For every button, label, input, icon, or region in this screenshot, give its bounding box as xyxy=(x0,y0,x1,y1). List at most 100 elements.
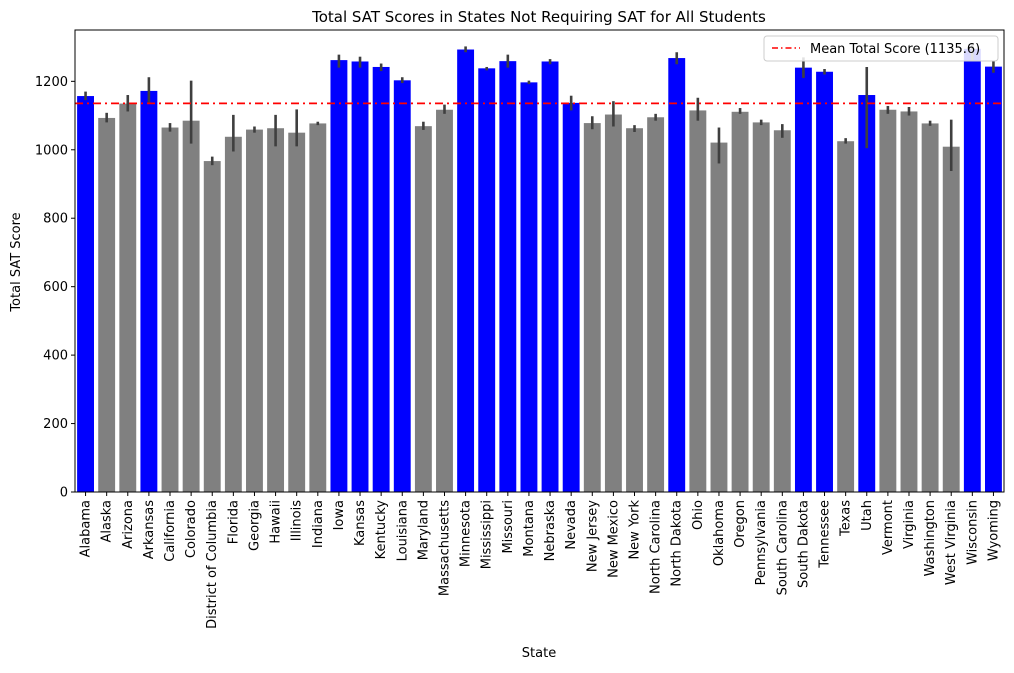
x-tick-label: New Jersey xyxy=(585,500,600,572)
bar xyxy=(98,117,116,492)
x-tick-label: Colorado xyxy=(184,500,199,558)
x-tick-label: Louisiana xyxy=(395,500,410,561)
x-tick-label: North Carolina xyxy=(649,500,664,594)
bar xyxy=(647,117,665,493)
x-tick-label: New Mexico xyxy=(606,500,621,578)
x-tick-label: Oklahoma xyxy=(712,500,727,566)
x-tick-label: Nebraska xyxy=(543,500,558,561)
bar xyxy=(203,161,221,492)
x-tick-label: Texas xyxy=(839,500,854,537)
legend-label: Mean Total Score (1135.6) xyxy=(810,42,980,57)
x-axis-label: State xyxy=(522,646,556,661)
bar xyxy=(773,130,791,492)
y-tick-label: 400 xyxy=(43,349,68,364)
bar xyxy=(541,61,559,492)
bar xyxy=(140,90,158,493)
x-tick-label: Kansas xyxy=(353,500,368,546)
bar xyxy=(710,142,728,492)
bar xyxy=(837,141,855,492)
bar xyxy=(267,128,285,492)
bar xyxy=(816,71,833,492)
x-tick-label: Arizona xyxy=(121,500,136,549)
x-tick-label: Ohio xyxy=(691,500,706,530)
x-tick-label: Tennessee xyxy=(818,500,833,569)
x-tick-label: District of Columbia xyxy=(205,500,220,629)
bar xyxy=(309,123,327,493)
bar xyxy=(499,61,517,492)
y-tick-label: 600 xyxy=(43,280,68,295)
bar xyxy=(520,82,538,493)
x-tick-label: Minnesota xyxy=(459,500,474,567)
x-tick-label: Utah xyxy=(860,500,875,531)
bar xyxy=(900,111,918,492)
bar xyxy=(583,123,601,492)
bar xyxy=(985,66,1002,493)
x-tick-label: Maryland xyxy=(416,500,431,560)
chart-title: Total SAT Scores in States Not Requiring… xyxy=(311,8,766,26)
x-tick-label: California xyxy=(163,500,178,562)
x-tick-label: Georgia xyxy=(247,500,262,551)
bar xyxy=(246,129,263,492)
bar xyxy=(457,49,475,492)
bar xyxy=(604,114,622,492)
bar xyxy=(372,66,390,493)
y-tick-label: 1000 xyxy=(35,143,68,158)
bar xyxy=(478,68,496,492)
bar xyxy=(879,109,897,493)
x-tick-label: Wisconsin xyxy=(965,500,980,565)
bar xyxy=(731,111,749,492)
bar xyxy=(562,102,580,492)
x-axis: Alabama Alaska Arizona Arkansas California Co… xyxy=(79,492,1001,629)
x-tick-label: Massachusetts xyxy=(437,500,452,596)
x-tick-label: Vermont xyxy=(881,500,896,555)
x-tick-label: New York xyxy=(628,500,643,560)
x-tick-label: Mississippi xyxy=(480,500,495,569)
bar xyxy=(414,126,432,492)
x-tick-label: Alaska xyxy=(100,500,115,543)
x-tick-label: Washington xyxy=(923,500,938,576)
bar xyxy=(288,132,306,493)
x-tick-label: Missouri xyxy=(501,500,516,554)
x-tick-label: Hawaii xyxy=(269,500,284,544)
x-tick-label: Florida xyxy=(226,500,241,544)
bar xyxy=(161,127,179,492)
bar xyxy=(77,96,94,493)
bar xyxy=(224,136,242,492)
x-tick-label: Virginia xyxy=(902,500,917,549)
bar xyxy=(626,128,643,492)
x-tick-label: Montana xyxy=(522,500,537,557)
x-tick-label: South Dakota xyxy=(796,500,811,588)
x-tick-label: Alabama xyxy=(79,500,94,557)
bar xyxy=(351,61,369,492)
y-tick-label: 0 xyxy=(60,486,68,501)
bar xyxy=(436,109,453,493)
x-tick-label: Iowa xyxy=(332,500,347,530)
x-tick-label: Nevada xyxy=(564,500,579,550)
bar xyxy=(963,48,981,492)
x-tick-label: Pennsylvania xyxy=(754,500,769,585)
x-tick-label: Illinois xyxy=(290,500,305,541)
x-tick-label: South Carolina xyxy=(775,500,790,595)
y-axis-label: Total SAT Score xyxy=(9,212,24,312)
x-tick-label: Indiana xyxy=(311,500,326,548)
x-tick-label: Arkansas xyxy=(142,500,157,559)
x-tick-label: Kentucky xyxy=(374,500,389,560)
y-tick-label: 200 xyxy=(43,417,68,432)
x-tick-label: Oregon xyxy=(733,500,748,548)
bar xyxy=(689,110,707,493)
bar xyxy=(794,67,812,492)
x-tick-label: West Virginia xyxy=(944,500,959,585)
bar xyxy=(752,122,770,493)
y-tick-label: 1200 xyxy=(35,75,68,90)
legend-box xyxy=(763,35,999,62)
y-tick-label: 800 xyxy=(43,212,68,227)
bar xyxy=(942,146,960,492)
bar xyxy=(182,120,200,492)
bar xyxy=(921,123,939,493)
bars-group xyxy=(77,48,1002,493)
bar xyxy=(858,95,876,493)
x-tick-label: North Dakota xyxy=(670,500,685,587)
plot-frame xyxy=(74,29,1005,493)
legend: Mean Total Score (1135.6) xyxy=(763,35,999,62)
